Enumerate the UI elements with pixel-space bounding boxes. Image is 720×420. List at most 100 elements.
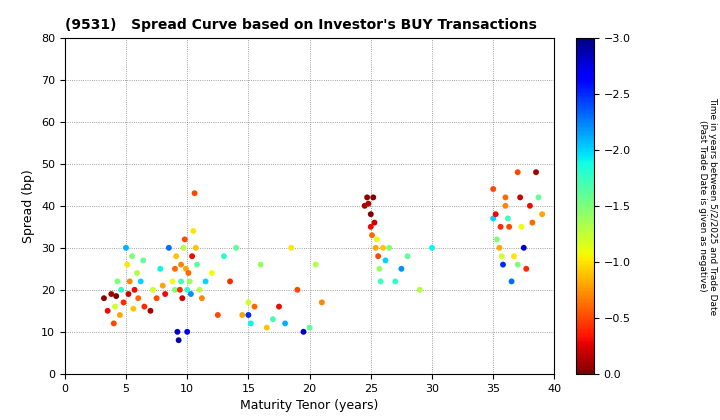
Point	[108, 320, 120, 327]
Point	[366, 232, 378, 239]
Point	[298, 328, 310, 335]
Text: (9531)   Spread Curve based on Investor's BUY Transactions: (9531) Spread Curve based on Investor's …	[65, 18, 536, 32]
Point	[536, 211, 548, 218]
X-axis label: Maturity Tenor (years): Maturity Tenor (years)	[240, 399, 379, 412]
Point	[135, 278, 146, 285]
Point	[505, 278, 517, 285]
Point	[249, 303, 261, 310]
Point	[502, 215, 513, 222]
Point	[267, 316, 279, 323]
Point	[414, 286, 426, 293]
Point	[533, 194, 544, 201]
Point	[159, 291, 171, 297]
Point	[109, 303, 121, 310]
Point	[171, 253, 182, 260]
Point	[174, 286, 186, 293]
Point	[491, 236, 503, 243]
Point	[139, 303, 150, 310]
Point	[236, 312, 248, 318]
Point	[372, 253, 384, 260]
Point	[181, 328, 193, 335]
Point	[365, 223, 377, 230]
Point	[185, 291, 197, 297]
Point	[365, 211, 377, 218]
Point	[521, 265, 532, 272]
Point	[173, 337, 184, 344]
Point	[363, 200, 374, 207]
Point	[516, 223, 527, 230]
Point	[163, 244, 175, 251]
Point	[512, 169, 523, 176]
Point	[190, 244, 202, 251]
Point	[508, 253, 520, 260]
Point	[490, 211, 501, 218]
Point	[179, 236, 191, 243]
Point	[155, 265, 166, 272]
Point	[261, 324, 272, 331]
Point	[157, 282, 168, 289]
Point	[176, 295, 188, 302]
Point	[225, 278, 236, 285]
Point	[167, 278, 179, 285]
Point	[138, 257, 149, 264]
Point	[518, 244, 529, 251]
Point	[192, 261, 203, 268]
Point	[310, 261, 322, 268]
Point	[176, 261, 187, 268]
Point	[279, 320, 291, 327]
Point	[495, 223, 506, 230]
Point	[514, 194, 526, 201]
Point	[124, 278, 135, 285]
Point	[178, 244, 189, 251]
Point	[512, 261, 523, 268]
Point	[500, 194, 511, 201]
Point	[196, 295, 207, 302]
Point	[524, 202, 536, 209]
Point	[375, 278, 387, 285]
Point	[500, 202, 511, 209]
Point	[243, 312, 254, 318]
Point	[129, 286, 140, 293]
Point	[245, 320, 256, 327]
Point	[292, 286, 303, 293]
Point	[183, 270, 194, 276]
Point	[169, 265, 181, 272]
Point	[367, 194, 379, 201]
Point	[127, 305, 139, 312]
Point	[106, 291, 117, 297]
Point	[169, 286, 181, 293]
Point	[171, 328, 183, 335]
Point	[243, 299, 254, 306]
Point	[526, 219, 538, 226]
Point	[112, 278, 123, 285]
Point	[218, 253, 230, 260]
Point	[530, 169, 541, 176]
Point	[426, 244, 438, 251]
Point	[120, 244, 132, 251]
Point	[255, 261, 266, 268]
Point	[370, 244, 382, 251]
Point	[127, 253, 138, 260]
Point	[98, 295, 109, 302]
Point	[189, 190, 200, 197]
Point	[147, 286, 158, 293]
Point	[118, 299, 130, 306]
Point	[487, 215, 499, 222]
Y-axis label: Spread (bp): Spread (bp)	[22, 169, 35, 243]
Point	[122, 291, 134, 297]
Point	[114, 312, 126, 318]
Point	[402, 253, 413, 260]
Point	[110, 293, 122, 299]
Point	[496, 253, 508, 260]
Point	[503, 223, 515, 230]
Point	[384, 244, 395, 251]
Point	[274, 303, 285, 310]
Point	[230, 244, 242, 251]
Point	[390, 278, 401, 285]
Point	[361, 194, 373, 201]
Point	[151, 295, 163, 302]
Point	[181, 286, 193, 293]
Point	[176, 278, 187, 285]
Point	[187, 228, 199, 234]
Point	[212, 312, 224, 318]
